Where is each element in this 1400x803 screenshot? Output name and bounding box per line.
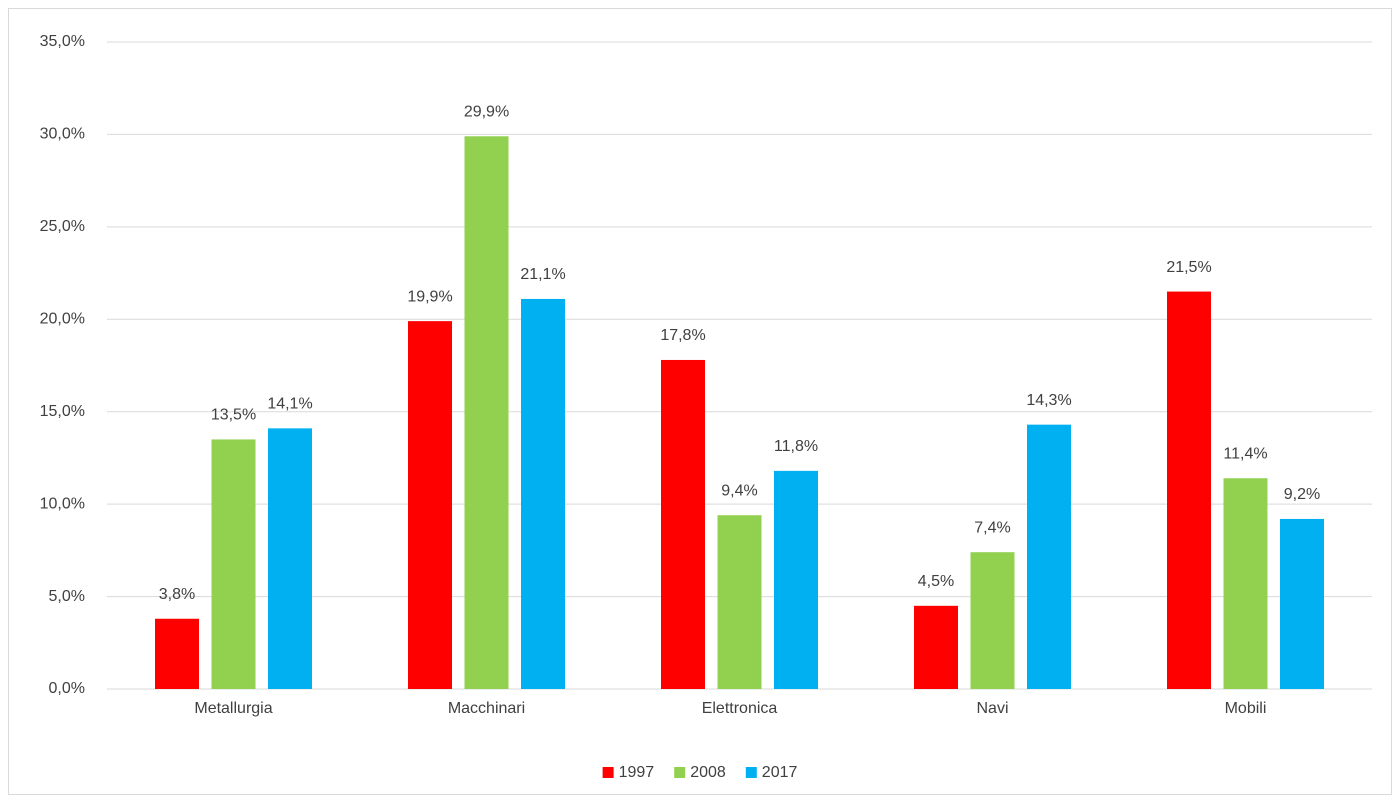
y-tick-label: 10,0% [40, 495, 85, 512]
y-tick-label: 35,0% [40, 33, 85, 50]
y-tick-label: 0,0% [49, 680, 85, 697]
bar [464, 136, 509, 689]
x-tick-label: Mobili [1225, 700, 1267, 717]
legend-label: 1997 [619, 764, 655, 781]
bar [211, 439, 256, 689]
bar [268, 428, 312, 689]
data-label: 29,9% [464, 103, 509, 120]
bar [1027, 424, 1071, 689]
bar [914, 605, 958, 689]
legend-swatch [602, 767, 614, 778]
bar [1280, 518, 1324, 689]
data-label: 19,9% [407, 288, 452, 305]
bar [774, 470, 818, 689]
x-tick-label: Elettronica [702, 700, 778, 717]
y-tick-label: 15,0% [40, 403, 85, 420]
data-label: 14,3% [1026, 392, 1071, 409]
data-label: 9,4% [721, 482, 757, 499]
x-tick-label: Metallurgia [194, 700, 272, 717]
bar [521, 298, 565, 689]
y-tick-label: 25,0% [40, 218, 85, 235]
bar [408, 321, 452, 689]
bar [1167, 291, 1211, 689]
legend-label: 2017 [762, 764, 798, 781]
data-label: 7,4% [974, 519, 1010, 536]
y-tick-label: 20,0% [40, 311, 85, 328]
y-tick-label: 30,0% [40, 126, 85, 143]
data-label: 4,5% [918, 573, 954, 590]
bar [661, 359, 705, 689]
y-tick-label: 5,0% [49, 588, 85, 605]
x-tick-label: Navi [976, 700, 1008, 717]
legend-swatch [745, 767, 757, 778]
data-label: 11,4% [1223, 445, 1267, 462]
data-label: 21,1% [520, 266, 565, 283]
bar [155, 618, 199, 689]
legend-label: 2008 [690, 764, 726, 781]
data-label: 14,1% [267, 396, 312, 413]
bar [717, 515, 762, 689]
data-label: 3,8% [159, 586, 195, 603]
data-label: 13,5% [211, 407, 256, 424]
legend-swatch [674, 767, 686, 778]
data-label: 21,5% [1166, 259, 1211, 276]
bar [1223, 478, 1268, 689]
data-label: 9,2% [1284, 486, 1320, 503]
bar [970, 552, 1015, 689]
data-label: 17,8% [660, 327, 705, 344]
data-label: 11,8% [774, 438, 818, 455]
x-tick-label: Macchinari [448, 700, 525, 717]
